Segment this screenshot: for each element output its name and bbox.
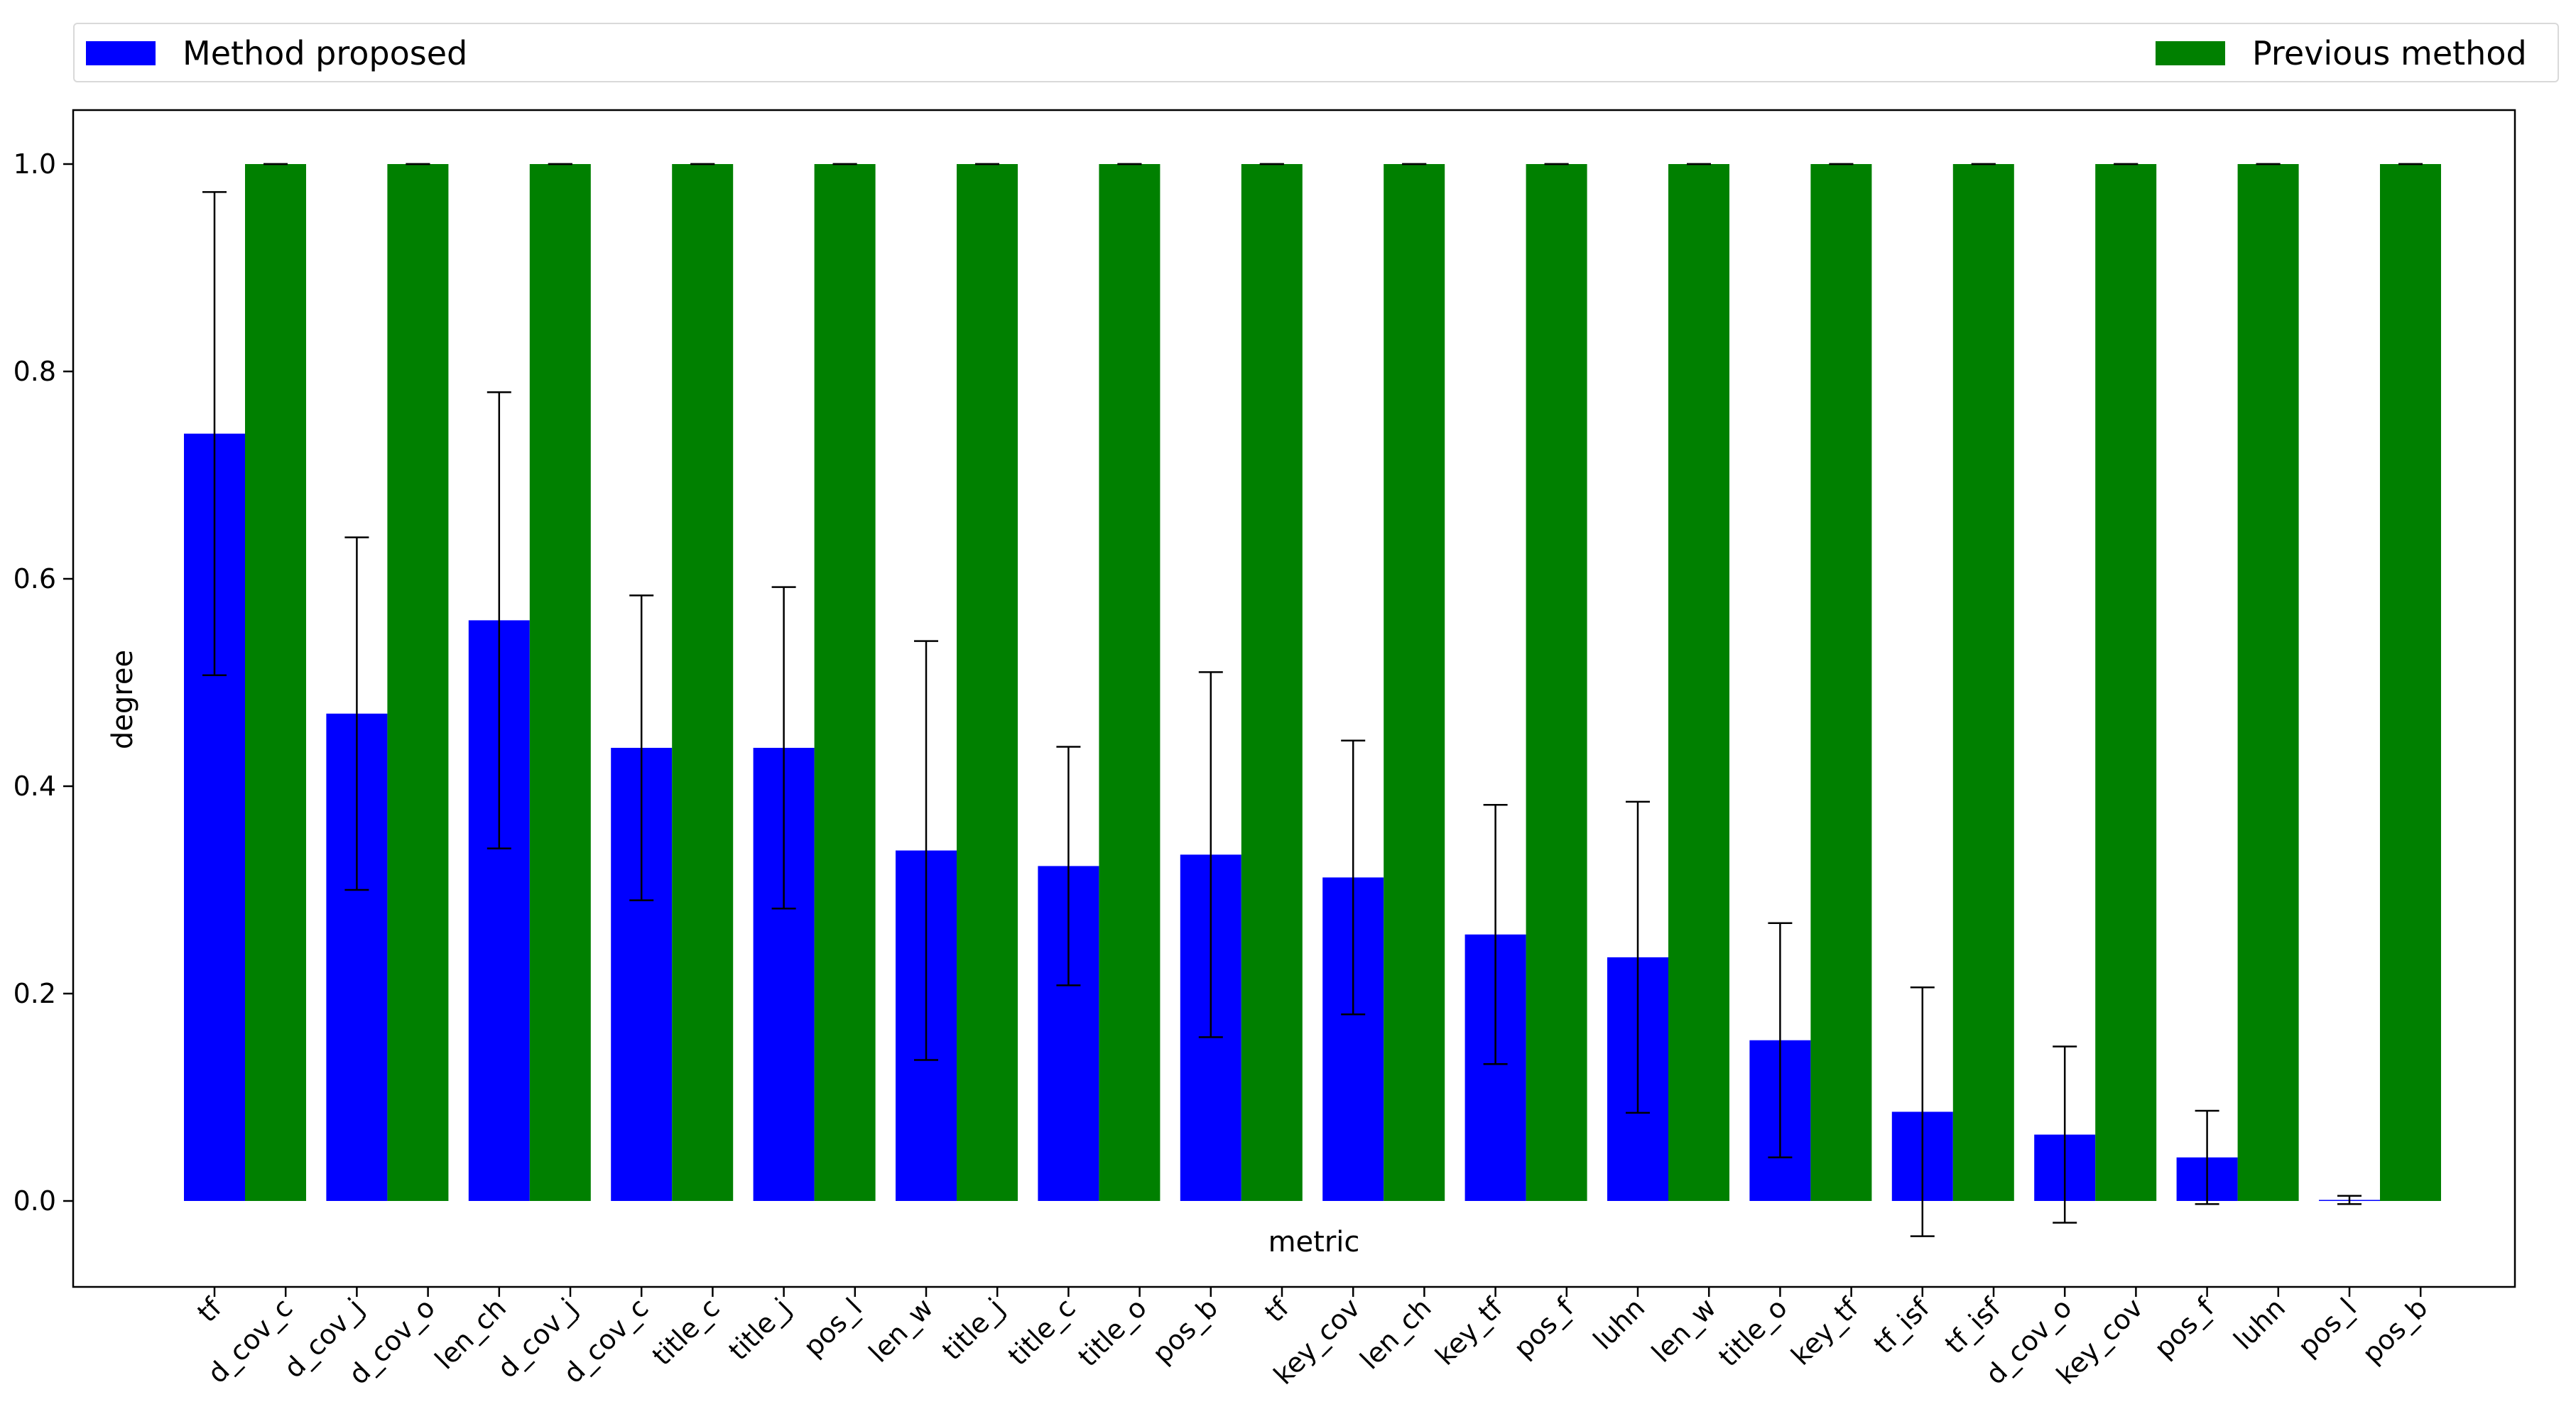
- bar-previous-method: [1099, 164, 1161, 1201]
- error-bar: [344, 536, 369, 891]
- legend-swatch-previous-method: [2156, 41, 2225, 65]
- x-tick-label: pos_b: [2356, 1292, 2433, 1369]
- error-bar: [629, 594, 654, 901]
- x-tick-label: luhn: [2227, 1292, 2291, 1356]
- bar-previous-method: [387, 164, 449, 1201]
- error-bar: [914, 640, 938, 1061]
- x-tick-label: title_o: [1712, 1292, 1793, 1373]
- error-bar: [2337, 1195, 2362, 1205]
- error-bar: [1341, 739, 1366, 1016]
- bar-previous-method: [245, 164, 306, 1201]
- x-axis: tfd_cov_cd_cov_jd_cov_olen_chd_cov_jd_co…: [191, 1287, 2434, 1391]
- bar-previous-method: [529, 164, 591, 1201]
- bar-previous-method: [814, 164, 876, 1201]
- x-axis-title: metric: [1268, 1226, 1360, 1258]
- bars: [184, 164, 2441, 1201]
- x-tick-label: pos_b: [1146, 1292, 1224, 1369]
- bar-previous-method: [1241, 164, 1303, 1201]
- plot-frame: [72, 109, 2516, 1288]
- x-tick-label: len_w: [1646, 1292, 1722, 1369]
- bar-previous-method: [1526, 164, 1587, 1201]
- x-tick-label: title_c: [1002, 1292, 1082, 1371]
- bar-previous-method: [957, 164, 1018, 1201]
- legend-item-method-proposed: Method proposed: [86, 34, 468, 72]
- y-axis: 0.0 0.2 0.4 0.6 0.8 1.0: [13, 148, 73, 1217]
- x-tick-label: title_j: [936, 1292, 1011, 1366]
- bar-previous-method: [1668, 164, 1729, 1201]
- legend-swatch-method-proposed: [86, 41, 156, 65]
- error-bar: [1768, 922, 1793, 1158]
- x-tick-label: tf: [191, 1291, 228, 1328]
- error-bars: [202, 163, 2423, 1237]
- x-tick-label: tf_isf: [1939, 1291, 2008, 1360]
- x-tick-label: tf: [1259, 1291, 1295, 1328]
- x-tick-label: pos_l: [798, 1292, 869, 1363]
- legend-label-method-proposed: Method proposed: [183, 34, 468, 72]
- bar-previous-method: [1952, 164, 2014, 1201]
- y-axis-title: degree: [107, 650, 139, 749]
- y-tick-label: 0.2: [13, 978, 56, 1009]
- error-bar: [1910, 986, 1935, 1237]
- y-tick-label: 0.0: [13, 1185, 56, 1217]
- y-tick-label: 0.6: [13, 563, 56, 594]
- x-tick-label: pos_f: [2148, 1291, 2221, 1364]
- bar-previous-method: [1384, 164, 1445, 1201]
- bar-previous-method: [672, 164, 734, 1201]
- error-bar: [1626, 800, 1650, 1114]
- x-tick-label: len_ch: [1354, 1292, 1437, 1375]
- x-tick-label: pos_l: [2292, 1292, 2363, 1363]
- bar-previous-method: [2095, 164, 2157, 1201]
- error-bar: [1056, 746, 1081, 986]
- legend-label-previous-method: Previous method: [2252, 34, 2527, 72]
- error-bar: [1483, 804, 1508, 1065]
- x-tick-label: luhn: [1587, 1292, 1651, 1356]
- error-bar: [202, 191, 227, 677]
- x-tick-label: len_w: [863, 1292, 940, 1369]
- y-tick-label: 1.0: [13, 148, 56, 180]
- bar-previous-method: [2237, 164, 2299, 1201]
- bar-previous-method: [2380, 164, 2441, 1201]
- x-tick-label: title_o: [1072, 1292, 1153, 1373]
- y-tick-label: 0.4: [13, 771, 56, 802]
- bar-previous-method: [1810, 164, 1872, 1201]
- error-bar: [2195, 1109, 2219, 1205]
- x-tick-label: pos_f: [1508, 1291, 1581, 1364]
- error-bar: [487, 391, 511, 849]
- error-bar: [771, 586, 796, 910]
- x-tick-label: key_tf: [1429, 1291, 1509, 1371]
- x-tick-label: tf_isf: [1868, 1291, 1937, 1360]
- x-tick-label: key_tf: [1785, 1291, 1865, 1371]
- x-tick-label: title_c: [646, 1292, 726, 1371]
- legend-item-previous-method: Previous method: [2156, 34, 2527, 72]
- error-bar: [1198, 671, 1223, 1038]
- error-bar: [2053, 1045, 2077, 1224]
- legend: Method proposed Previous method: [73, 23, 2559, 82]
- y-tick-label: 0.8: [13, 356, 56, 387]
- x-tick-label: title_j: [722, 1292, 797, 1366]
